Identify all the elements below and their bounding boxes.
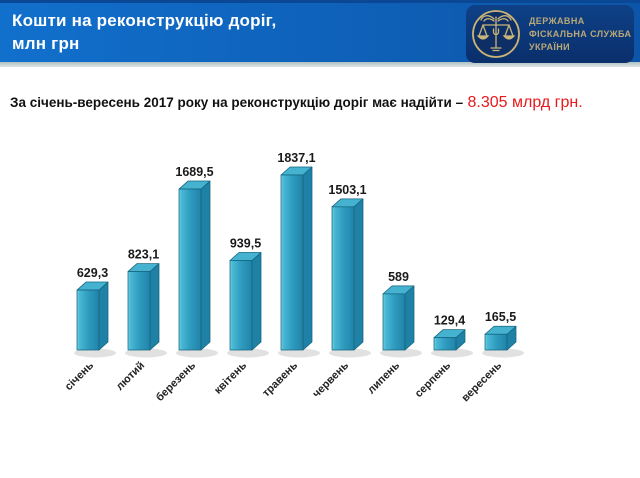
bar-side-face (200, 180, 211, 351)
org-name-line2: ФІСКАЛЬНА СЛУЖБА (529, 28, 632, 39)
bar-side-face (353, 198, 364, 351)
category-label: січень (63, 359, 96, 392)
bar-value-label: 589 (388, 270, 409, 284)
bar-front-face (484, 333, 508, 351)
page-title: Кошти на реконструкцію доріг, млн грн (12, 9, 276, 55)
bar-shadow (431, 348, 473, 358)
subtitle: За січень-вересень 2017 року на реконстр… (10, 94, 636, 112)
sfs-logo-badge: ДЕРЖАВНА ФІСКАЛЬНА СЛУЖБА УКРАЇНИ (466, 5, 634, 63)
bar-shadow (329, 348, 371, 358)
bar-side-face (149, 263, 160, 351)
category-label: вересень (460, 359, 505, 404)
bar-side-face (302, 166, 313, 351)
bar-group: 129,4 серпень (413, 314, 473, 400)
bar-value-label: 629,3 (77, 266, 108, 280)
bar-shadow (227, 348, 269, 358)
bar-value-label: 823,1 (128, 248, 159, 262)
bar-group: 1837,1 травень (260, 151, 320, 399)
bar-side-face (98, 281, 109, 351)
header-divider (0, 62, 640, 67)
bar-front-face (280, 174, 304, 351)
bar-group: 629,3 січень (63, 266, 116, 393)
bar-chart-canvas: 629,3 січень 823,1 лютий 1689,5 березень 939,5… (63, 151, 524, 404)
bar-shadow (176, 348, 218, 358)
bar-shadow (74, 348, 116, 358)
bar-front-face (76, 289, 100, 351)
category-label: травень (260, 359, 300, 399)
org-name-line3: УКРАЇНИ (529, 41, 571, 52)
bar-value-label: 1503,1 (328, 183, 366, 197)
subtitle-highlight: 8.305 млрд грн. (463, 94, 583, 111)
category-label: квітень (212, 359, 249, 396)
category-label: липень (365, 359, 402, 396)
bar-value-label: 939,5 (230, 237, 261, 251)
page-title-line2: млн грн (12, 34, 80, 53)
bar-group: 1689,5 березень (154, 165, 218, 404)
bar-shadow (125, 348, 167, 358)
sfs-emblem-icon (472, 10, 520, 58)
bar-front-face (382, 293, 406, 351)
bar-front-face (127, 271, 151, 351)
bar-shadow (482, 348, 524, 358)
bar-side-face (404, 285, 415, 351)
category-label: серпень (413, 359, 454, 400)
bar-value-label: 165,5 (485, 310, 516, 324)
bar-front-face (178, 188, 202, 351)
category-label: березень (154, 359, 198, 403)
subtitle-text: За січень-вересень 2017 року на реконстр… (10, 95, 464, 110)
bar-group: 1503,1 червень (311, 183, 371, 400)
category-label: червень (311, 359, 352, 400)
bar-value-label: 1689,5 (175, 165, 213, 179)
bar-front-face (229, 260, 253, 351)
bar-side-face (251, 252, 262, 351)
header-bar: Кошти на реконструкцію доріг, млн грн (0, 0, 640, 63)
org-name-line1: ДЕРЖАВНА (529, 15, 585, 26)
bar-chart: 629,3 січень 823,1 лютий 1689,5 березень 939,5… (0, 130, 640, 478)
page-title-line1: Кошти на реконструкцію доріг, (12, 11, 277, 30)
bar-group: 589 липень (365, 270, 422, 396)
bar-shadow (278, 348, 320, 358)
bar-front-face (331, 206, 355, 351)
bar-front-face (433, 337, 457, 351)
org-name: ДЕРЖАВНА ФІСКАЛЬНА СЛУЖБА УКРАЇНИ (529, 15, 631, 54)
bar-shadow (380, 348, 422, 358)
bar-value-label: 129,4 (434, 314, 465, 328)
bar-group: 823,1 лютий (114, 248, 167, 393)
bar-group: 165,5 вересень (460, 310, 524, 404)
category-label: лютий (114, 360, 147, 393)
bar-value-label: 1837,1 (277, 151, 315, 165)
bar-group: 939,5 квітень (212, 237, 269, 397)
